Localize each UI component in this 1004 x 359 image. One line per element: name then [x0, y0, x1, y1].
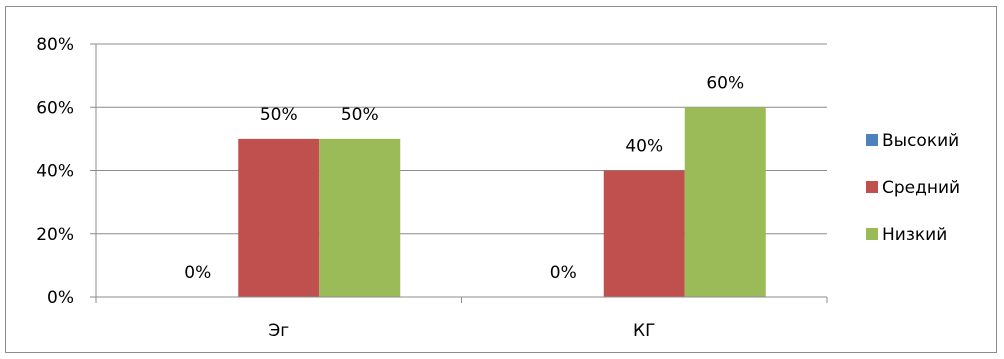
x-tick-label: Эг: [268, 321, 289, 341]
data-label: 50%: [260, 105, 298, 125]
data-label: 40%: [625, 137, 663, 157]
bar: [238, 138, 320, 297]
chart-frame: [5, 6, 997, 353]
legend-label: Низкий: [882, 225, 947, 245]
data-label: 50%: [341, 105, 379, 125]
legend-swatch: [866, 181, 878, 193]
y-tick-label: 40%: [36, 162, 74, 182]
legend-label: Высокий: [882, 131, 959, 151]
y-tick-label: 0%: [47, 288, 74, 308]
bar: [603, 170, 685, 297]
data-label: 0%: [184, 263, 211, 283]
bar: [684, 107, 766, 297]
data-label: 60%: [706, 73, 744, 93]
legend-swatch: [866, 228, 878, 240]
y-tick-label: 20%: [36, 225, 74, 245]
bar: [319, 138, 401, 297]
legend-label: Средний: [882, 178, 960, 198]
y-tick-label: 80%: [36, 35, 74, 55]
legend-swatch: [866, 134, 878, 146]
data-label: 0%: [550, 263, 577, 283]
x-tick-label: КГ: [633, 321, 655, 341]
y-tick-label: 60%: [36, 98, 74, 118]
